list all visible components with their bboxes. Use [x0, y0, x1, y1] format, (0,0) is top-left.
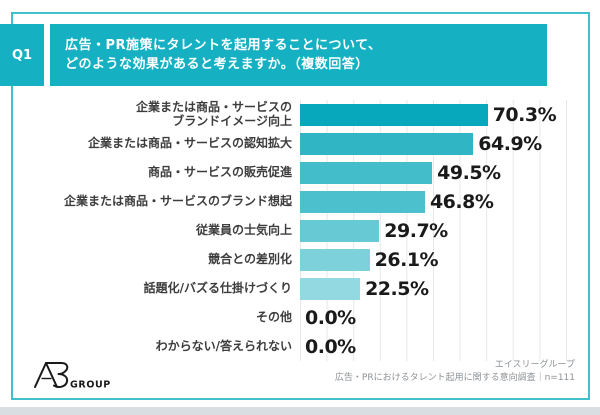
category-label: 話題化/バズる仕掛けづくり: [143, 280, 292, 295]
bar: [300, 219, 380, 242]
credit-line2: 広告・PRにおけるタレント起用に関する意向調査｜n=111: [334, 373, 575, 383]
bar-row: 商品・サービスの販売促進 49.5%: [20, 158, 580, 187]
value-label: 70.3%: [492, 103, 557, 126]
value-label: 22.5%: [365, 277, 429, 300]
bar: [300, 161, 433, 184]
bar-row: 企業または商品・サービスのブランド想起 46.8%: [20, 187, 580, 216]
a3group-logo: GROUP: [33, 360, 121, 390]
bar-track: 0.0%: [300, 332, 567, 361]
question-number-label: Q1: [11, 47, 33, 63]
bar-rows: 企業または商品・サービスの ブランドイメージ向上 70.3% 企業または商品・サービ…: [20, 100, 580, 361]
bar-row: 従業員の士気向上 29.7%: [20, 216, 580, 245]
value-label: 29.7%: [384, 219, 448, 242]
question-title: 広告・PR施策にタレントを起用することについて、 どのような効果があると考えます…: [65, 38, 382, 72]
value-label: 0.0%: [305, 306, 356, 329]
bar: [300, 190, 425, 213]
category-label: 企業または商品・サービスのブランド想起: [63, 193, 292, 208]
credit-line1: エイスリーグループ: [494, 360, 575, 370]
value-label: 64.9%: [478, 132, 542, 155]
bar-row: 競合との差別化 26.1%: [20, 245, 580, 274]
question-title-bar: 広告・PR施策にタレントを起用することについて、 どのような効果があると考えます…: [50, 24, 547, 86]
bar: [300, 132, 474, 155]
bar-row: 企業または商品・サービスの ブランドイメージ向上 70.3%: [20, 100, 580, 129]
bar-row: 企業または商品・サービスの認知拡大 64.9%: [20, 129, 580, 158]
bar-track: 0.0%: [300, 303, 567, 332]
bar-track: 46.8%: [300, 187, 567, 216]
category-label: 企業または商品・サービスの ブランドイメージ向上: [135, 100, 292, 128]
category-label: その他: [255, 309, 292, 324]
bar: [300, 277, 361, 300]
bar-row: その他 0.0%: [20, 303, 580, 332]
value-label: 46.8%: [429, 190, 494, 213]
survey-credit: エイスリーグループ 広告・PRにおけるタレント起用に関する意向調査｜n=111: [335, 359, 575, 385]
a3-logo-mark: GROUP: [34, 362, 111, 391]
logo-group-text: GROUP: [70, 380, 111, 391]
bar-track: 70.3%: [300, 100, 567, 129]
category-label: 従業員の士気向上: [195, 222, 292, 237]
bar-row: わからない/答えられない 0.0%: [20, 332, 580, 361]
bar-track: 29.7%: [300, 216, 567, 245]
page-bottom-strip: [0, 407, 600, 415]
bar-track: 64.9%: [300, 129, 567, 158]
bar: [300, 103, 488, 126]
value-label: 49.5%: [437, 161, 501, 184]
bar-track: 26.1%: [300, 245, 567, 274]
bar-row: 話題化/バズる仕掛けづくり 22.5%: [20, 274, 580, 303]
value-label: 0.0%: [305, 335, 356, 358]
category-label: 企業または商品・サービスの認知拡大: [87, 135, 292, 150]
category-label: わからない/答えられない: [155, 338, 292, 353]
category-label: 商品・サービスの販売促進: [147, 164, 292, 179]
value-label: 26.1%: [374, 248, 439, 271]
category-label: 競合との差別化: [208, 251, 292, 266]
bar-track: 22.5%: [300, 274, 567, 303]
bar-track: 49.5%: [300, 158, 567, 187]
bar: [300, 248, 370, 271]
question-number-badge: Q1: [0, 24, 44, 86]
